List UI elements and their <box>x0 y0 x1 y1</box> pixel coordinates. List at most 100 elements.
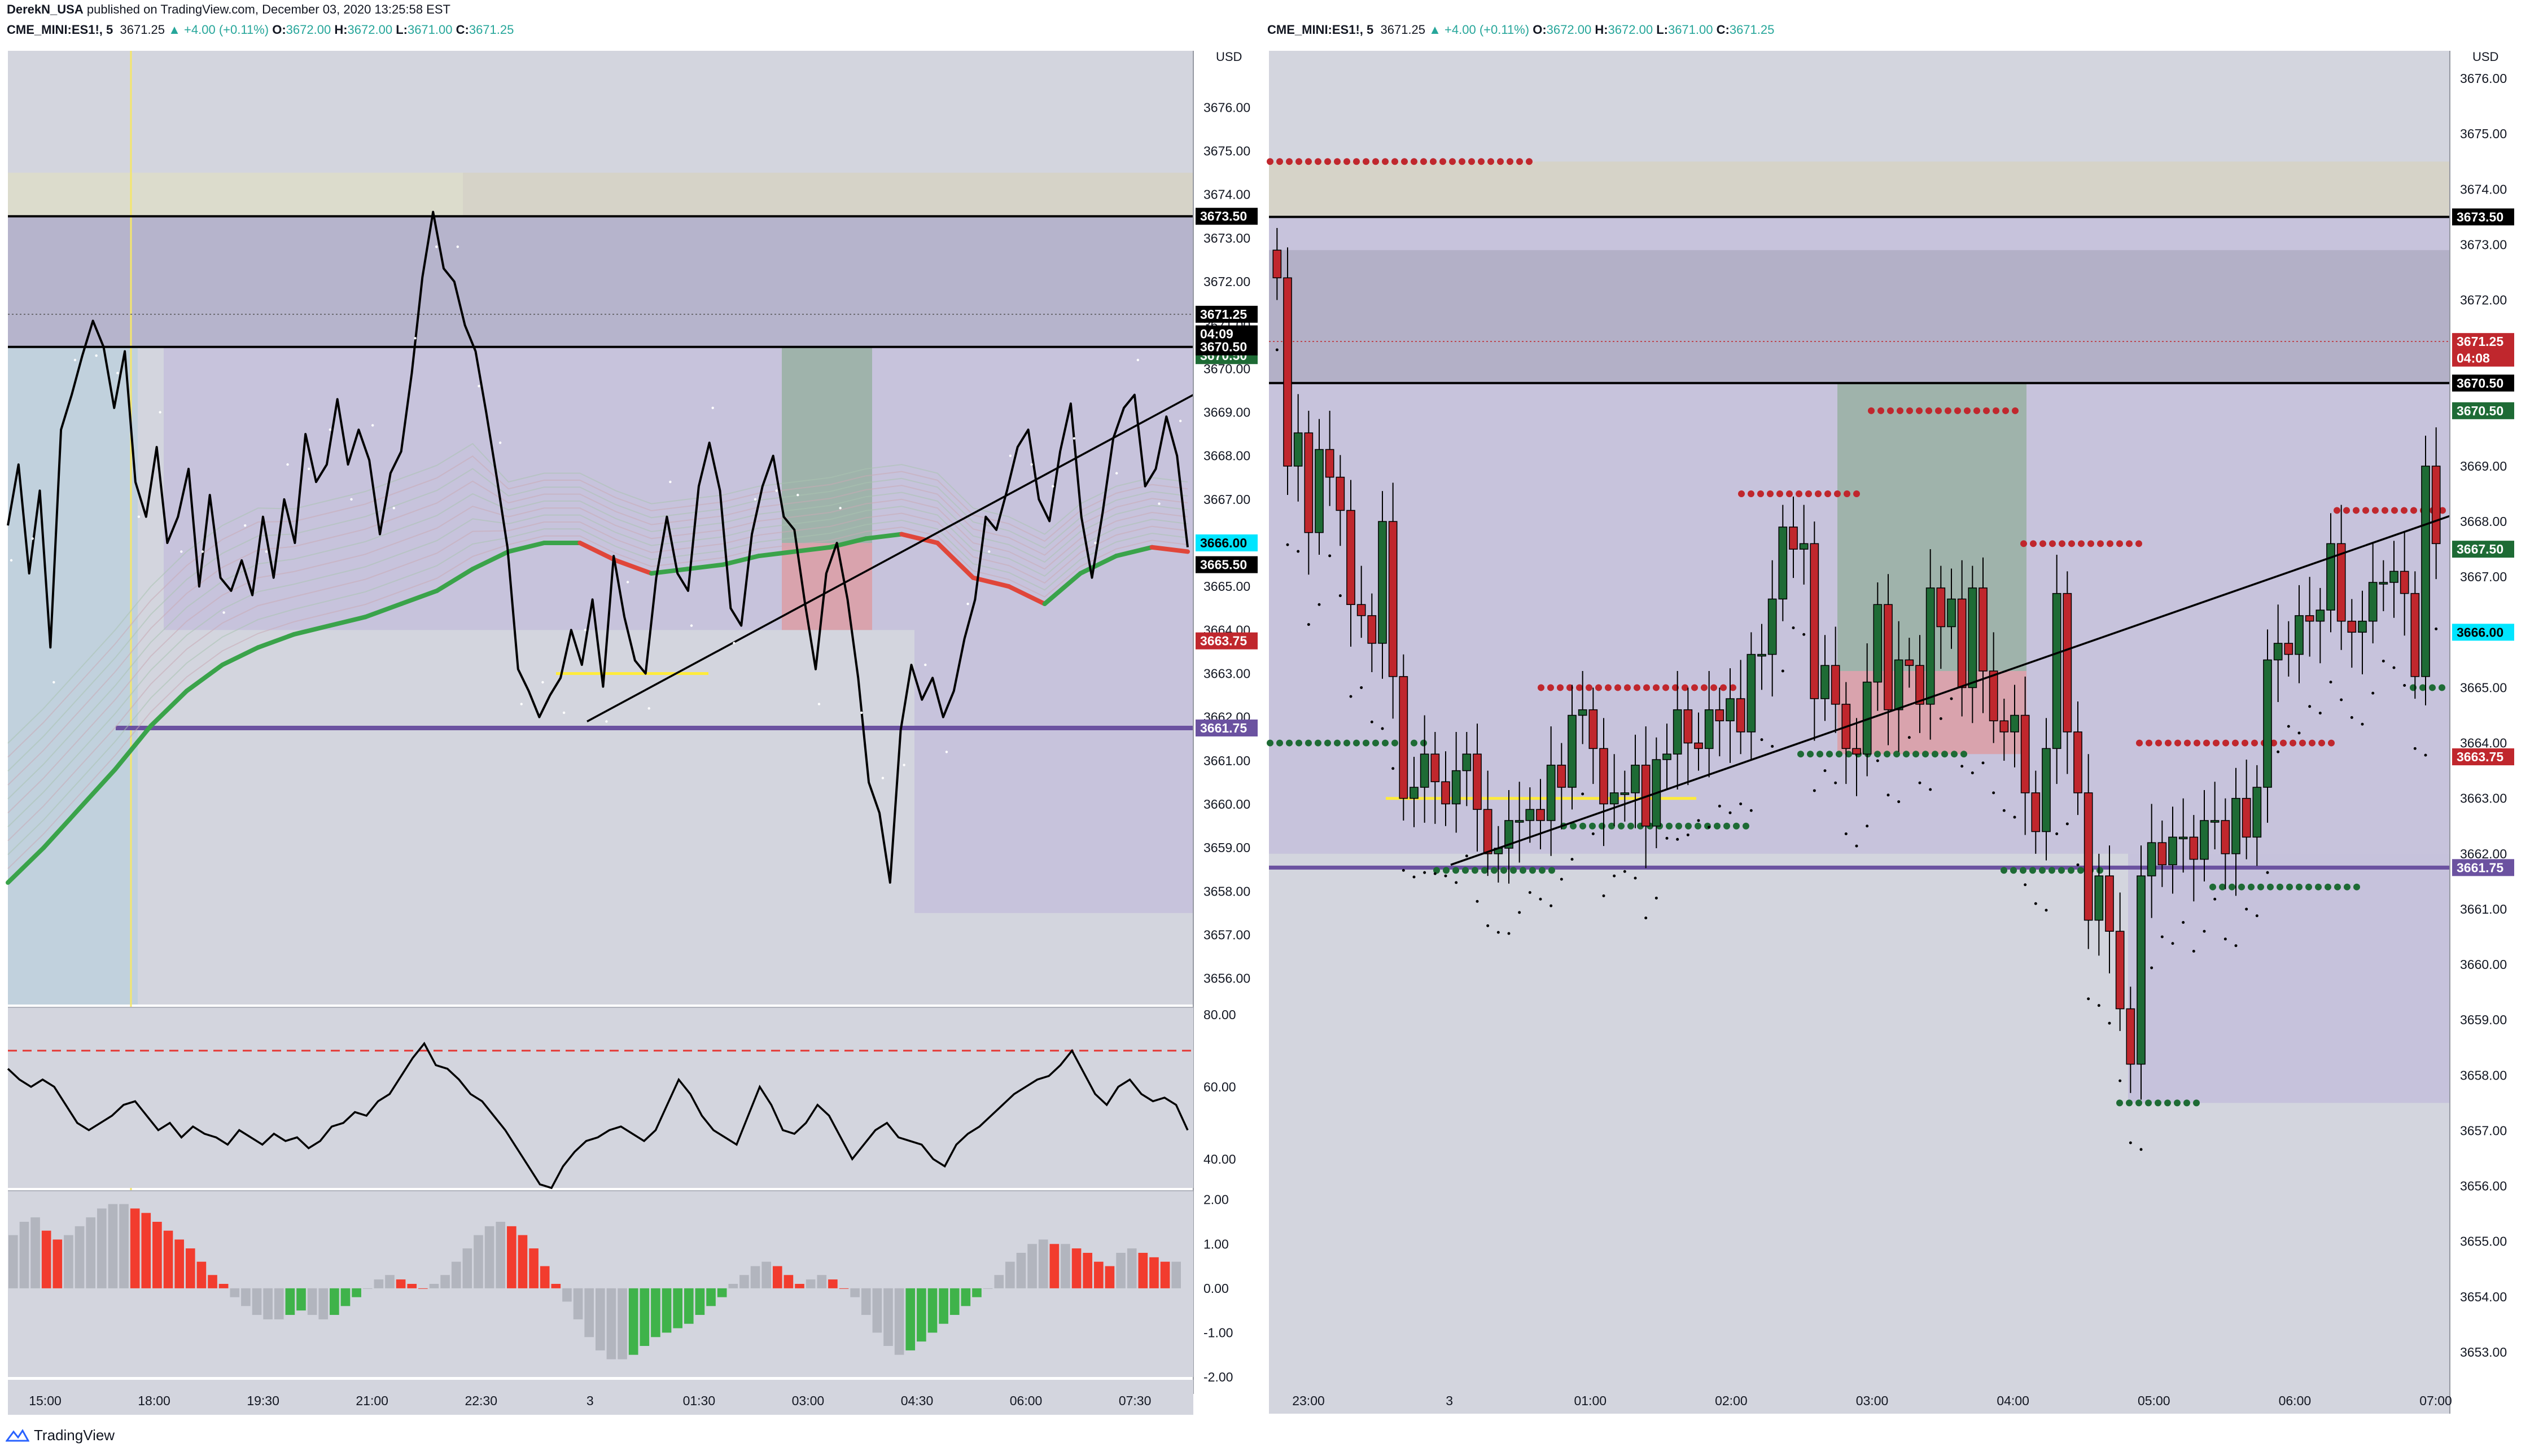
candle-body <box>1388 521 1398 677</box>
scatter-dot <box>669 480 672 484</box>
chart-canvas[interactable]: USD3676.003675.003674.003673.003672.0036… <box>0 0 2530 1416</box>
price-tag <box>2452 859 2514 876</box>
psar-dot <box>1581 792 1584 796</box>
psar-dot <box>1623 870 1626 873</box>
psar-dot <box>2108 1021 2111 1025</box>
scatter-dot <box>201 550 204 553</box>
psar-dot <box>2223 937 2227 941</box>
psar-dot <box>1918 781 1921 784</box>
time-tick-label: 06:00 <box>2279 1393 2312 1408</box>
tradingview-footer[interactable]: TradingView <box>6 1427 115 1444</box>
macd-bar <box>739 1275 749 1288</box>
psar-dot <box>1686 833 1689 836</box>
support-dot <box>2010 867 2017 874</box>
macd-bar <box>218 1284 229 1288</box>
psar-dot <box>1402 869 1405 872</box>
level-tag-label: 3673.50 <box>1200 209 1247 223</box>
price-tag <box>2452 402 2514 419</box>
resistance-dot <box>2059 540 2065 547</box>
scatter-dot <box>180 550 183 553</box>
psar-dot <box>2171 942 2174 945</box>
candle-body <box>2410 593 2420 677</box>
macd-tick-label: 0.00 <box>1203 1281 1229 1296</box>
right-time-axis[interactable]: 23:00 3 01:00 02:00 03:00 04:00 05:00 06:00 07:0… <box>1292 1393 2452 1408</box>
price-tick-label: 3667.00 <box>2460 569 2507 584</box>
macd-bar <box>97 1208 107 1288</box>
legend-c-label: C: <box>1716 23 1730 37</box>
support-dot <box>1723 822 1730 830</box>
price-tick-label: 3657.00 <box>2460 1123 2507 1138</box>
ema-segment <box>577 541 618 563</box>
candle-body <box>2242 797 2251 838</box>
ema-segment <box>363 602 404 620</box>
support-dot <box>1733 822 1740 830</box>
resistance-dot <box>1643 684 1650 691</box>
psar-dot <box>1834 781 1837 784</box>
candle-body <box>2157 842 2167 866</box>
legend-last: 3671.25 <box>1380 23 1426 37</box>
resistance-dot <box>2184 739 2191 747</box>
macd-bar <box>307 1288 317 1315</box>
resistance-dot <box>1334 158 1341 165</box>
right-price-panel[interactable]: USD 3676.00 3675.00 3674.00 3673.00 3672.00 36… <box>1267 50 2514 1414</box>
resistance-dot <box>2401 507 2408 514</box>
resistance-dot <box>1363 158 1369 165</box>
resistance-dot <box>1295 158 1302 165</box>
macd-bar <box>318 1288 329 1319</box>
price-tick-label: 3658.00 <box>2460 1068 2507 1082</box>
psar-dot <box>1275 348 1279 352</box>
psar-dot <box>1866 825 1869 828</box>
candle-body <box>1736 698 1745 733</box>
legend-l-label: L: <box>1656 23 1668 37</box>
legend-symbol[interactable]: CME_MINI:ES1!, 5 <box>7 23 113 37</box>
scatter-dot <box>414 337 417 340</box>
macd-bar <box>772 1266 782 1288</box>
resistance-dot <box>2280 739 2287 747</box>
left-rsi-panel[interactable]: 80.00 60.00 40.00 <box>7 1007 1236 1195</box>
price-tick-label: 3669.00 <box>1203 405 1250 420</box>
support-dot <box>2116 1099 2123 1107</box>
psar-dot <box>1307 623 1310 626</box>
resistance-dot <box>2318 739 2325 747</box>
price-tick-label: 3672.00 <box>2460 293 2507 308</box>
candle-body <box>1747 654 1756 733</box>
support-dot <box>2229 883 2235 891</box>
left-macd-panel[interactable]: 2.00 1.00 0.00 -1.00 -2.00 <box>8 1190 1233 1384</box>
price-tick-label: 3661.00 <box>2460 902 2507 916</box>
level-tag <box>1196 208 1258 225</box>
ema-segment <box>184 663 225 694</box>
candle-body <box>2020 714 2030 793</box>
ema-ribbon-line <box>7 492 1188 800</box>
support-dot <box>1922 751 1929 758</box>
price-tick-label: 3653.00 <box>2460 1345 2507 1359</box>
resistance-dot <box>1682 684 1688 691</box>
author-name[interactable]: DerekN_USA <box>7 2 84 16</box>
resistance-dot <box>1315 158 1321 165</box>
left-time-axis[interactable]: 15:00 18:00 19:30 21:00 22:30 3 01:30 03:00 04:3… <box>8 1380 1193 1415</box>
ema-segment <box>220 645 261 668</box>
price-tick-label: 3661.00 <box>1203 753 1250 768</box>
support-dot <box>1599 822 1605 830</box>
psar-dot <box>1844 832 1848 835</box>
candle-body <box>1441 781 1450 805</box>
resistance-dot <box>1487 158 1494 165</box>
legend-symbol[interactable]: CME_MINI:ES1!, 5 <box>1267 23 1374 37</box>
support-dot <box>1452 867 1459 874</box>
candle-body <box>1367 615 1377 644</box>
resistance-dot <box>2097 540 2104 547</box>
psar-dot <box>2403 684 2406 687</box>
price-line <box>7 210 1189 884</box>
macd-bar <box>994 1275 1004 1288</box>
psar-dot <box>1455 881 1458 884</box>
psar-dot <box>1549 904 1553 907</box>
left-price-panel[interactable]: USD 3676.00 3675.00 3674.00 3673.00 3672.00 36… <box>6 50 1258 1394</box>
price-tick-label: 3667.00 <box>1203 492 1250 507</box>
time-tick-label: 3 <box>586 1393 594 1408</box>
support-dot <box>2353 883 2360 891</box>
scatter-dot <box>244 524 247 527</box>
support-dot <box>2286 883 2293 891</box>
resistance-dot <box>1853 490 1860 497</box>
psar-dot <box>2013 815 2016 819</box>
support-dot <box>2439 684 2445 691</box>
scatter-dot <box>1158 502 1161 505</box>
